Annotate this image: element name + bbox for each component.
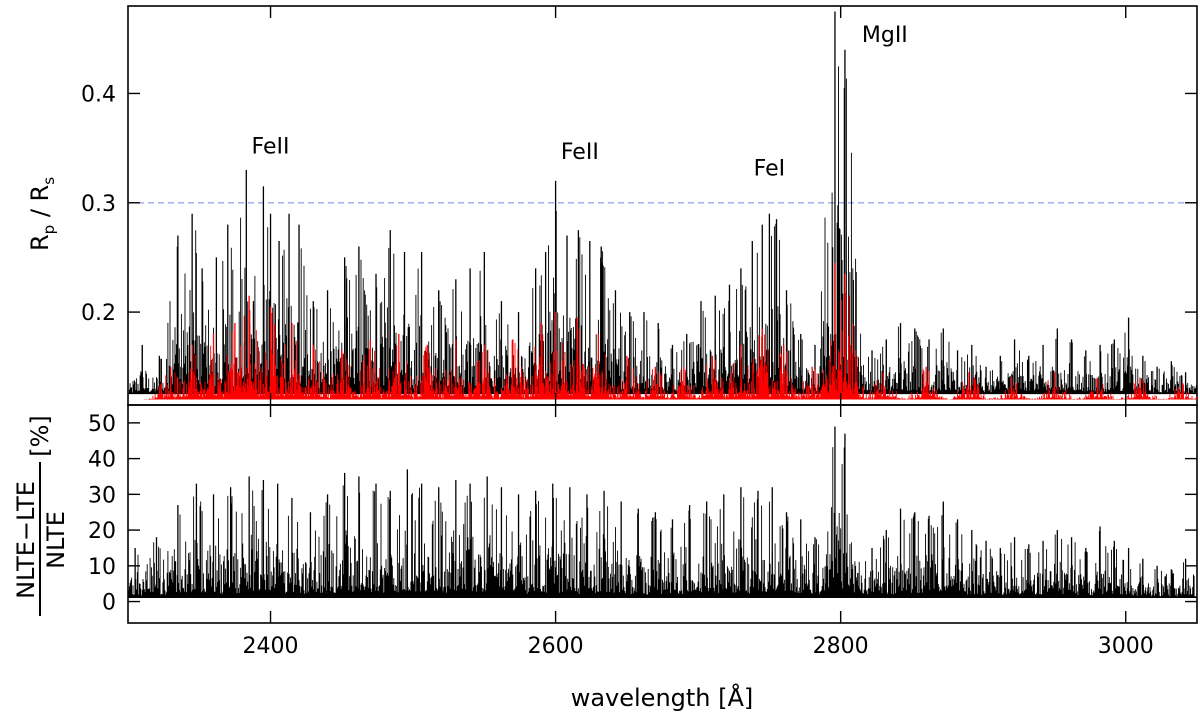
bottom-plot-area — [128, 426, 1197, 598]
annotation-mgii: MgII — [862, 23, 908, 48]
top-series-0-forest — [128, 66, 1197, 395]
y-tick-label: 0.2 — [81, 301, 116, 326]
bottom-ticks: 0 10 20 30 40 50 2400 2600 2800 3000 — [88, 405, 1197, 659]
annotation-fei: FeI — [754, 156, 785, 181]
y-tick-label: 40 — [88, 448, 116, 473]
top-panel: 0.2 0.3 0.4 FeII FeII FeI MgII Rp / Rs — [26, 5, 1198, 406]
top-y-ticks: 0.2 0.3 0.4 — [81, 6, 1197, 405]
x-tick-label: 2600 — [528, 634, 584, 659]
top-plot-area — [128, 11, 1197, 400]
x-tick-label: 3000 — [1098, 634, 1154, 659]
y-label-unit: [%] — [26, 415, 54, 457]
x-axis-label: wavelength [Å] — [571, 683, 754, 712]
bottom-panel: 0 10 20 30 40 50 2400 2600 2800 3000 NLTE−LTE NLT… — [12, 404, 1198, 712]
bottom-plot-frame — [127, 404, 1198, 624]
bottom-series-0-forest — [128, 447, 1197, 598]
x-tick-label: 2400 — [243, 634, 299, 659]
y-tick-label: 20 — [88, 519, 116, 544]
annotation-feii: FeII — [561, 140, 599, 165]
y-label-numerator: NLTE−LTE — [12, 481, 40, 599]
y-label-sub-p: p — [40, 225, 58, 235]
y-tick-label: 10 — [88, 555, 116, 580]
y-tick-label: 0.3 — [81, 192, 116, 217]
y-tick-label: 0 — [102, 591, 116, 616]
y-label-sub-s: s — [40, 177, 58, 185]
line-annotations: FeII FeII FeI MgII — [252, 23, 908, 181]
y-tick-label: 0.4 — [81, 82, 116, 107]
x-tick-label: 2800 — [813, 634, 869, 659]
bottom-y-axis-label: NLTE−LTE NLTE [%] — [12, 415, 70, 616]
y-tick-label: 50 — [88, 412, 116, 437]
y-label-denominator: NLTE — [42, 511, 70, 569]
annotation-feii: FeII — [252, 135, 290, 160]
y-tick-label: 30 — [88, 483, 116, 508]
top-y-axis-label: Rp / Rs — [26, 177, 58, 251]
